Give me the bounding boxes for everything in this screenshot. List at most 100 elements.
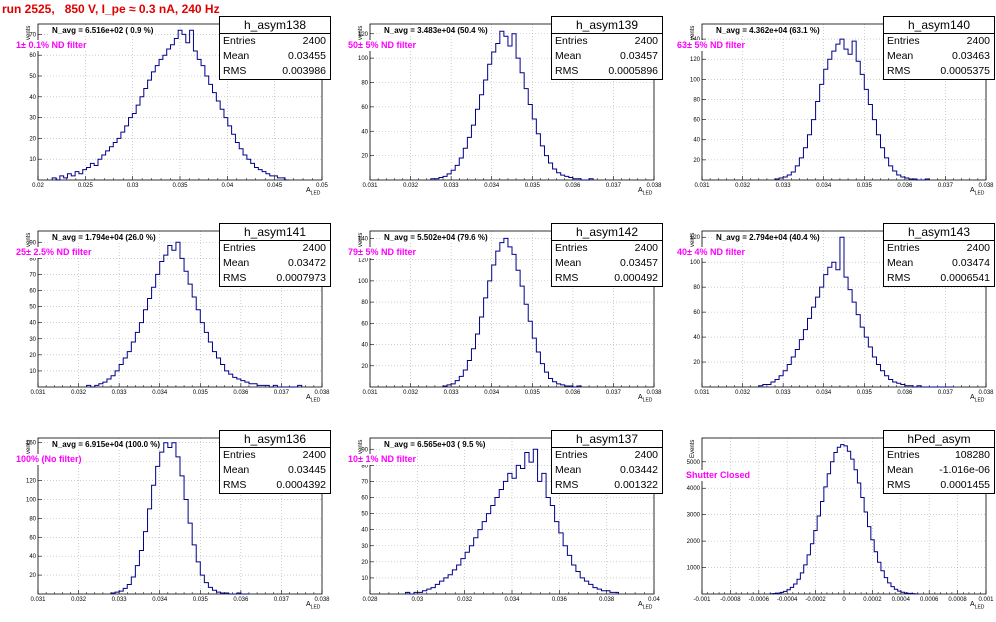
y-tick-label: 100: [690, 77, 701, 83]
y-tick-label: 2000: [687, 539, 701, 545]
plot-frame: [701, 23, 987, 181]
stats-value-mean: 0.03472: [288, 257, 326, 269]
y-tick-label: 20: [361, 154, 368, 160]
n-avg-label: N_avg = 6.915e+04 (100.0 %): [50, 440, 163, 450]
x-tick-label: 0.037: [274, 390, 290, 396]
stats-row-mean: Mean 0.03455: [220, 49, 330, 64]
stats-row-rms: RMS 0.0005896: [552, 64, 662, 79]
y-tick-label: 80: [361, 81, 368, 87]
histogram-series-h-asym139: [430, 30, 594, 181]
y-tick-label: 80: [693, 285, 700, 291]
y-tick-label: 70: [29, 32, 36, 38]
plot-frame: [369, 230, 655, 388]
stats-row-entries: Entries 2400: [552, 241, 662, 256]
histogram-series-h-asym137: [405, 448, 619, 595]
histogram-panel-h-asym141: 0.031 0.032 0.033 0.034 0.035 0.036 0.037 0.038…: [0, 207, 332, 414]
x-tick-label: 0.035: [857, 183, 873, 189]
y-tick-label: 20: [29, 573, 36, 579]
x-tick-label: 0.032: [403, 183, 419, 189]
x-tick-label: 0.038: [646, 390, 662, 396]
stats-label-entries: Entries: [223, 242, 256, 254]
x-tick-label: 0.033: [112, 390, 128, 396]
y-tick-label: 120: [358, 258, 369, 264]
plot-frame: [701, 230, 987, 388]
histogram-series-h-asym143: [758, 236, 954, 388]
x-axis-label-subscript: LED: [974, 604, 985, 611]
filter-label: 1± 0.1% ND filter: [16, 40, 87, 51]
x-axis-title: ALED: [306, 394, 320, 403]
x-tick-label: 0.031: [694, 183, 710, 189]
x-tick-label: 0.031: [30, 390, 46, 396]
x-axis-label: A: [306, 394, 311, 401]
x-axis-label: A: [638, 187, 643, 194]
plot-frame: [37, 437, 323, 595]
x-tick-label: 0.032: [71, 390, 87, 396]
stats-value-entries: 108280: [954, 449, 990, 461]
x-tick-label: 0: [842, 597, 846, 603]
x-tick-label: 0.028: [362, 597, 378, 603]
x-tick-label: 0.034: [504, 597, 520, 603]
run-title: run 2525, 850 V, I_pe ≈ 0.3 nA, 240 Hz: [2, 2, 220, 16]
histogram-name: h_asym139: [552, 17, 662, 34]
x-tick-label: 0.036: [897, 183, 913, 189]
x-tick-label: 0.035: [525, 183, 541, 189]
y-tick-label: 40: [29, 321, 36, 327]
y-tick-label: 3000: [687, 513, 701, 519]
stats-value-rms: 0.0006541: [940, 272, 990, 284]
y-tick-label: 100: [690, 260, 701, 266]
x-tick-label: 0.031: [30, 597, 46, 603]
stats-label-mean: Mean: [223, 464, 250, 476]
stats-row-entries: Entries 2400: [220, 241, 330, 256]
x-tick-label: 0.036: [233, 597, 249, 603]
filter-label: 50± 5% ND filter: [348, 40, 416, 51]
stats-value-mean: -1.016e-06: [939, 464, 990, 476]
stats-value-entries: 2400: [966, 242, 990, 254]
x-tick-label: 0.033: [776, 390, 792, 396]
stats-value-mean: 0.03463: [952, 50, 990, 62]
x-axis-title: ALED: [638, 394, 652, 403]
x-tick-label: 0.035: [193, 390, 209, 396]
stats-value-rms: 0.0005896: [608, 65, 658, 77]
x-tick-label: 0.033: [444, 183, 460, 189]
y-tick-label: 4000: [687, 486, 701, 492]
x-tick-label: 0.036: [233, 390, 249, 396]
stats-row-rms: RMS 0.0007973: [220, 271, 330, 286]
x-tick-label: 0.038: [978, 390, 994, 396]
x-tick-label: -0.0006: [749, 597, 770, 603]
stats-box: h_asym136 Entries 2400 Mean 0.03445 RMS 0.0004…: [219, 430, 331, 494]
y-tick-label: 90: [361, 447, 368, 453]
stats-value-mean: 0.03474: [952, 257, 990, 269]
stats-value-entries: 2400: [966, 35, 990, 47]
x-tick-label: 0.032: [457, 597, 473, 603]
n-avg-label: N_avg = 4.362e+04 (63.1 %): [714, 26, 822, 36]
stats-value-entries: 2400: [302, 449, 326, 461]
x-tick-label: 0.036: [565, 390, 581, 396]
stats-row-rms: RMS 0.001322: [552, 478, 662, 493]
y-tick-label: 40: [361, 528, 368, 534]
histogram-series-h-asym138: [51, 29, 289, 181]
x-tick-label: 0.05: [316, 183, 328, 189]
x-tick-label: 0.033: [112, 597, 128, 603]
y-tick-label: 30: [29, 116, 36, 122]
x-tick-label: 0.04: [648, 597, 660, 603]
stats-value-rms: 0.0001455: [940, 479, 990, 491]
plot-frame: [369, 23, 655, 181]
stats-value-rms: 0.001322: [614, 479, 658, 491]
y-tick-label: 80: [29, 516, 36, 522]
stats-box: h_asym142 Entries 2400 Mean 0.03457 RMS 0.0004…: [551, 223, 663, 287]
x-axis-title: ALED: [970, 601, 984, 610]
histogram-name: h_asym142: [552, 224, 662, 241]
histogram-series-hped-asym: [769, 444, 919, 595]
histogram-panel-h-asym140: 0.031 0.032 0.033 0.034 0.035 0.036 0.037 0.038…: [664, 0, 996, 207]
stats-label-entries: Entries: [555, 242, 588, 254]
stats-row-rms: RMS 0.0006541: [884, 271, 994, 286]
stats-label-rms: RMS: [555, 272, 579, 284]
y-tick-label: 80: [361, 300, 368, 306]
histogram-plot: 0.031 0.032 0.033 0.034 0.035 0.036 0.037 0.038…: [358, 23, 662, 189]
filter-label: Shutter Closed: [686, 470, 751, 481]
y-tick-label: 100: [358, 279, 369, 285]
stats-row-mean: Mean 0.03457: [552, 256, 662, 271]
stats-label-rms: RMS: [555, 479, 579, 491]
stats-row-entries: Entries 2400: [884, 241, 994, 256]
y-axis-label: Events: [690, 439, 696, 458]
